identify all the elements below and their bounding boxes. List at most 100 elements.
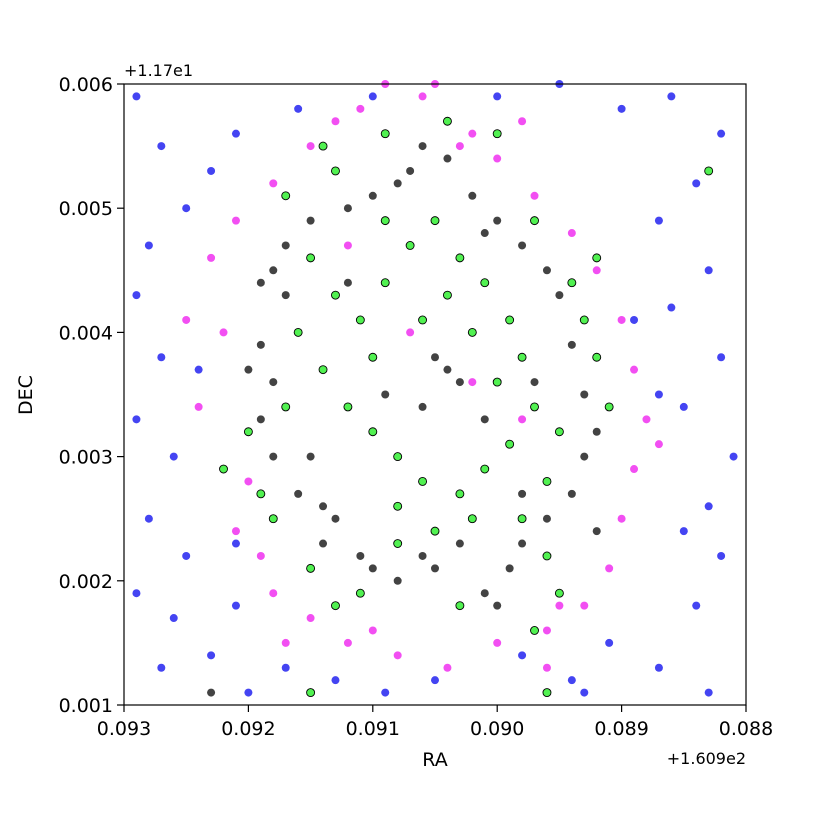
point: [406, 166, 415, 175]
point: [356, 104, 365, 113]
point: [269, 266, 278, 275]
point: [393, 501, 403, 511]
point: [443, 663, 452, 672]
point: [468, 129, 477, 138]
point: [244, 477, 253, 486]
point: [343, 204, 352, 213]
point: [418, 402, 427, 411]
point: [269, 589, 278, 598]
point: [667, 303, 676, 312]
point: [431, 564, 439, 573]
point: [443, 365, 452, 374]
point: [219, 464, 228, 474]
point: [368, 626, 377, 635]
point: [319, 502, 328, 511]
point: [704, 266, 713, 275]
point: [157, 353, 166, 362]
point: [617, 514, 626, 523]
point: [355, 315, 365, 325]
point: [530, 378, 539, 387]
point: [542, 514, 551, 523]
point: [331, 676, 340, 685]
point: [306, 216, 315, 225]
point: [269, 179, 278, 188]
point: [704, 166, 714, 176]
point: [518, 651, 527, 660]
point: [418, 476, 428, 486]
point: [231, 527, 240, 536]
point: [592, 253, 602, 263]
point: [418, 92, 427, 101]
point: [318, 365, 328, 375]
point: [144, 241, 153, 250]
y-axis-label: DEC: [15, 375, 37, 415]
point: [381, 688, 390, 697]
point: [654, 216, 663, 225]
point: [306, 253, 316, 263]
point: [256, 551, 265, 560]
x-offset-label: +1.609e2: [667, 749, 746, 768]
point: [555, 601, 564, 610]
point: [518, 241, 527, 250]
point: [442, 290, 452, 300]
point: [231, 539, 240, 548]
point: [518, 489, 527, 498]
point: [182, 204, 191, 213]
point: [207, 688, 216, 697]
point: [306, 614, 315, 623]
point: [468, 191, 477, 200]
point: [144, 514, 153, 523]
point: [642, 415, 651, 424]
point: [530, 191, 539, 200]
point: [505, 564, 514, 573]
x-tick-label: 0.090: [470, 718, 524, 740]
point: [207, 166, 216, 175]
point: [480, 589, 489, 598]
point: [542, 626, 551, 635]
point: [542, 266, 551, 275]
point: [654, 440, 663, 449]
point: [368, 92, 377, 101]
point: [381, 390, 390, 399]
point: [356, 551, 365, 560]
y-tick-label: 0.004: [59, 322, 113, 344]
point: [530, 402, 539, 412]
point: [256, 278, 265, 287]
point: [393, 576, 402, 585]
point: [281, 291, 290, 300]
point: [542, 476, 552, 486]
point: [580, 390, 589, 399]
point: [592, 427, 601, 436]
point: [455, 142, 464, 151]
point: [567, 229, 576, 238]
point: [567, 278, 577, 288]
y-tick-label: 0.005: [59, 198, 113, 220]
point: [132, 291, 141, 300]
point: [306, 452, 315, 461]
point: [505, 315, 515, 325]
point: [380, 129, 390, 139]
point: [554, 588, 564, 598]
point: [455, 253, 465, 263]
point: [256, 489, 266, 499]
point: [331, 601, 340, 611]
point: [592, 352, 602, 362]
point: [319, 539, 328, 548]
point: [605, 564, 614, 573]
point: [542, 688, 552, 698]
point: [194, 365, 203, 374]
point: [281, 241, 290, 250]
point: [431, 676, 439, 685]
point: [368, 191, 377, 200]
point: [343, 638, 352, 647]
point: [406, 328, 415, 337]
point: [343, 278, 352, 287]
point: [343, 241, 352, 250]
point: [318, 141, 328, 151]
point: [467, 514, 477, 524]
point: [331, 117, 340, 126]
point: [368, 352, 378, 362]
point: [480, 415, 489, 424]
point: [480, 229, 489, 238]
